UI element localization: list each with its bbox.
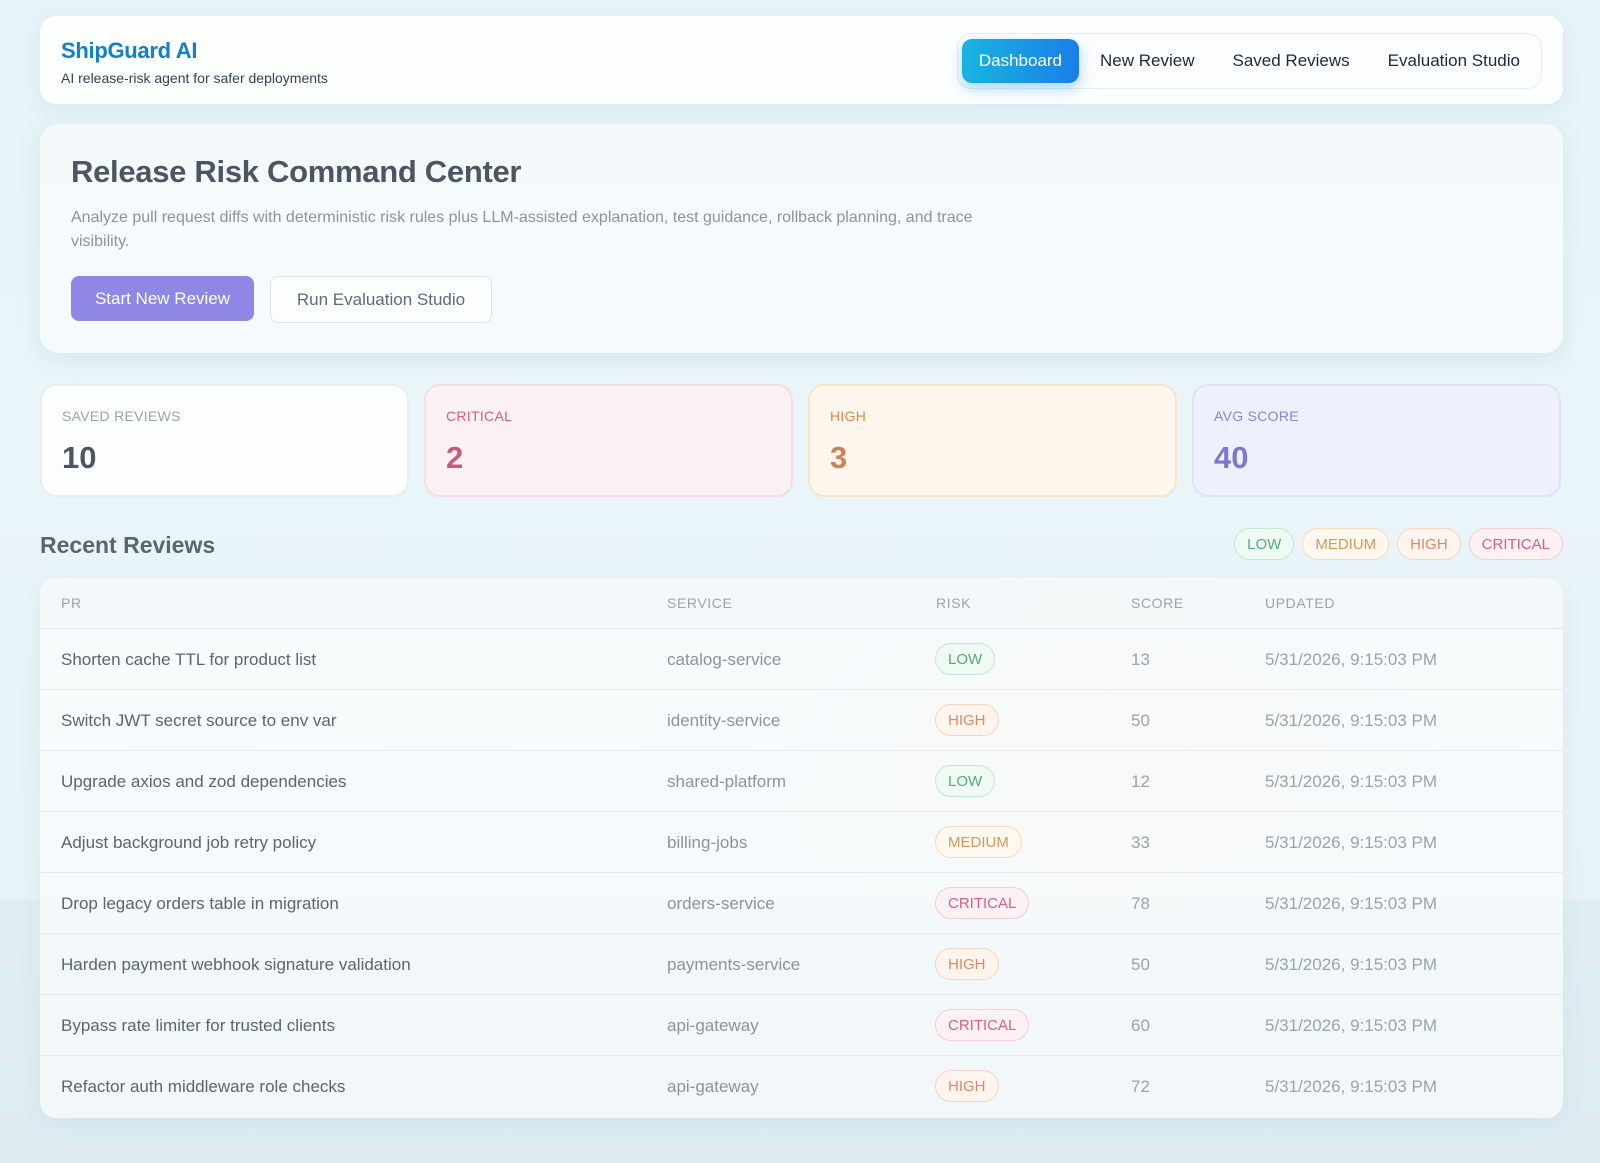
stat-label: CRITICAL [446,408,513,424]
risk-legend: LOW MEDIUM HIGH CRITICAL [1234,528,1563,560]
table-row[interactable]: Refactor auth middleware role checks api-… [40,1055,1563,1116]
risk-cell: HIGH [935,948,999,980]
risk-badge: CRITICAL [935,887,1030,919]
risk-badge: HIGH [935,1070,999,1102]
risk-cell: MEDIUM [935,826,1022,858]
risk-score: 33 [1131,833,1150,852]
page-title: Release Risk Command Center [71,154,522,189]
risk-score: 12 [1131,772,1150,791]
nav-saved-reviews[interactable]: Saved Reviews [1232,51,1350,70]
service-name: catalog-service [667,650,782,669]
service-name: api-gateway [667,1077,759,1096]
risk-cell: CRITICAL [935,1009,1030,1041]
table-body: Shorten cache TTL for product list catalo… [40,628,1563,1116]
risk-cell: CRITICAL [935,887,1030,919]
risk-cell: LOW [935,643,996,675]
service-name: shared-platform [667,772,787,791]
stat-label: AVG SCORE [1214,408,1299,424]
hero-panel: Release Risk Command Center Analyze pull… [40,124,1563,353]
updated-timestamp: 5/31/2026, 9:15:03 PM [1265,772,1438,791]
app-title[interactable]: ShipGuard AI [61,38,198,63]
legend-low-badge: LOW [1234,528,1295,560]
service-name: api-gateway [667,1016,759,1035]
nav-new-review[interactable]: New Review [1100,51,1195,70]
table-row[interactable]: Bypass rate limiter for trusted clients a… [40,994,1563,1055]
service-name: orders-service [667,894,775,913]
risk-score: 78 [1131,894,1150,913]
stat-card-saved-reviews: SAVED REVIEWS 10 [40,384,409,497]
risk-badge: CRITICAL [935,1009,1030,1041]
stat-value: 40 [1214,440,1249,475]
recent-reviews-title: Recent Reviews [40,532,216,558]
pr-title: Harden payment webhook signature validat… [61,955,411,974]
start-new-review-button[interactable]: Start New Review [71,276,254,321]
service-name: identity-service [667,711,781,730]
nav-evaluation-studio[interactable]: Evaluation Studio [1387,51,1520,70]
table-header: PR SERVICE RISK SCORE UPDATED [40,578,1563,628]
table-row[interactable]: Switch JWT secret source to env var ident… [40,689,1563,750]
risk-badge: HIGH [935,704,999,736]
stat-card-avg-score: AVG SCORE 40 [1192,384,1561,497]
updated-timestamp: 5/31/2026, 9:15:03 PM [1265,1077,1438,1096]
risk-badge: LOW [935,765,996,797]
run-evaluation-studio-button[interactable]: Run Evaluation Studio [270,276,492,323]
column-header-pr: PR [61,595,82,611]
stat-card-high: HIGH 3 [808,384,1177,497]
brand: ShipGuard AI AI release-risk agent for s… [61,38,328,86]
updated-timestamp: 5/31/2026, 9:15:03 PM [1265,833,1438,852]
updated-timestamp: 5/31/2026, 9:15:03 PM [1265,894,1438,913]
table-row[interactable]: Shorten cache TTL for product list catalo… [40,628,1563,689]
pr-title: Switch JWT secret source to env var [61,711,337,730]
column-header-updated: UPDATED [1265,595,1336,611]
stat-label: SAVED REVIEWS [62,408,181,424]
pr-title: Bypass rate limiter for trusted clients [61,1016,335,1035]
risk-badge: LOW [935,643,996,675]
updated-timestamp: 5/31/2026, 9:15:03 PM [1265,955,1438,974]
updated-timestamp: 5/31/2026, 9:15:03 PM [1265,711,1438,730]
updated-timestamp: 5/31/2026, 9:15:03 PM [1265,650,1438,669]
column-header-service: SERVICE [667,595,733,611]
pr-title: Drop legacy orders table in migration [61,894,339,913]
risk-score: 60 [1131,1016,1150,1035]
legend-high-badge: HIGH [1397,528,1461,560]
hero-description: Analyze pull request diffs with determin… [71,209,973,250]
risk-score: 13 [1131,650,1150,669]
pr-title: Adjust background job retry policy [61,833,317,852]
risk-badge: HIGH [935,948,999,980]
table-row[interactable]: Drop legacy orders table in migration ord… [40,872,1563,933]
updated-timestamp: 5/31/2026, 9:15:03 PM [1265,1016,1438,1035]
table-row[interactable]: Adjust background job retry policy billin… [40,811,1563,872]
table-row[interactable]: Upgrade axios and zod dependencies shared… [40,750,1563,811]
risk-cell: HIGH [935,1070,999,1102]
legend-critical-badge: CRITICAL [1468,528,1563,560]
column-header-risk: RISK [936,595,972,611]
nav-dashboard[interactable]: Dashboard [961,39,1080,83]
pr-title: Refactor auth middleware role checks [61,1077,346,1096]
table-row[interactable]: Harden payment webhook signature validat… [40,933,1563,994]
risk-score: 72 [1131,1077,1150,1096]
risk-cell: HIGH [935,704,999,736]
stat-value: 2 [446,440,464,475]
column-header-score: SCORE [1131,595,1184,611]
pr-title: Upgrade axios and zod dependencies [61,772,347,791]
legend-medium-badge: MEDIUM [1302,528,1390,560]
stat-value: 10 [62,440,97,475]
risk-cell: LOW [935,765,996,797]
app-subtitle: AI release-risk agent for safer deployme… [61,70,328,86]
service-name: billing-jobs [667,833,748,852]
top-header: ShipGuard AI AI release-risk agent for s… [40,16,1563,104]
recent-reviews-table: PR SERVICE RISK SCORE UPDATED Shorten ca… [40,578,1563,1118]
main-nav: Dashboard New Review Saved Reviews Evalu… [956,33,1542,89]
service-name: payments-service [667,955,801,974]
pr-title: Shorten cache TTL for product list [61,650,317,669]
stat-label: HIGH [830,408,867,424]
risk-score: 50 [1131,711,1150,730]
risk-badge: MEDIUM [935,826,1022,858]
stat-value: 3 [830,440,848,475]
risk-score: 50 [1131,955,1150,974]
stat-card-critical: CRITICAL 2 [424,384,793,497]
